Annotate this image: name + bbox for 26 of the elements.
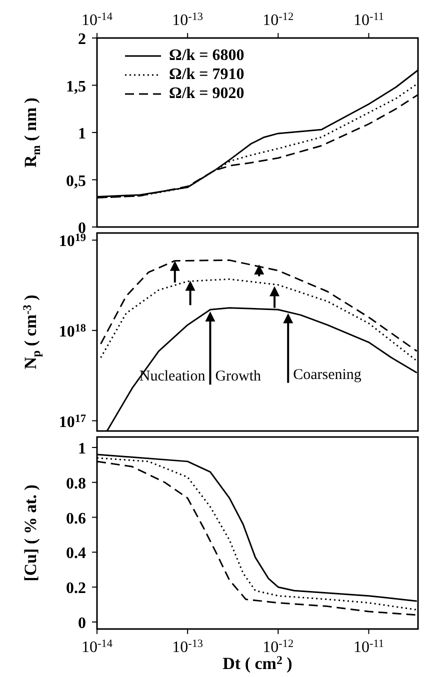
x-tick-label: 10$^{-11}$ [353, 638, 384, 656]
y-tick-label: 0.4 [66, 545, 86, 562]
y-tick-label: 10$^{18}$ [58, 322, 86, 340]
y-tick-label: 2 [78, 31, 86, 48]
x-tick-label: 10$^{-13}$ [172, 638, 204, 656]
y-tick-label: 0,5 [66, 172, 86, 190]
annotation: Coarsening [293, 366, 362, 383]
legend-label: Ω/k = 7910 [169, 66, 244, 84]
y-tick-label: 1 [78, 440, 86, 458]
x-tick-label: 10$^{-12}$ [262, 11, 294, 29]
y-axis-title: [Cu] ( % at. ) [21, 484, 40, 582]
y-tick-label: 1 [78, 126, 86, 142]
x-tick-label: 10$^{-13}$ [172, 11, 204, 29]
x-tick-label: 10$^{-14}$ [82, 11, 113, 29]
y-tick-label: 0.6 [66, 510, 86, 528]
legend-label: Ω/k = 6800 [169, 46, 244, 64]
x-tick-label: 10$^{-14}$ [82, 638, 113, 656]
y-tick-label: 10$^{17}$ [58, 412, 86, 431]
y-tick-label: 0.2 [66, 580, 86, 598]
y-tick-label: 0.8 [66, 475, 86, 492]
annotation: Nucleation [139, 368, 206, 385]
annotation: Growth [215, 368, 262, 385]
legend-label: Ω/k = 9020 [169, 84, 244, 102]
y-tick-label: 0 [78, 615, 86, 632]
y-tick-label: 1,5 [66, 78, 86, 96]
x-tick-label: 10$^{-11}$ [353, 11, 384, 29]
